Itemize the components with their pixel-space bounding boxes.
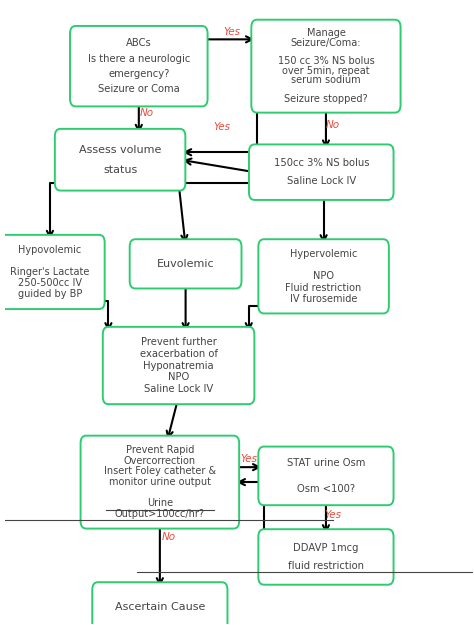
Text: 150cc 3% NS bolus: 150cc 3% NS bolus [273,158,369,168]
Text: Yes: Yes [325,510,341,520]
Text: STAT urine Osm: STAT urine Osm [287,458,365,468]
Text: Assess volume: Assess volume [79,144,161,154]
Text: Fluid restriction: Fluid restriction [285,282,362,292]
Text: 150 cc 3% NS bolus: 150 cc 3% NS bolus [278,56,374,66]
Text: Urine: Urine [147,499,173,509]
Text: Overcorrection: Overcorrection [124,456,196,466]
Text: NPO: NPO [168,372,189,382]
FancyBboxPatch shape [55,129,185,191]
Text: No: No [326,121,340,131]
Text: Insert Foley catheter &: Insert Foley catheter & [104,466,216,476]
FancyBboxPatch shape [251,20,401,112]
Text: Yes: Yes [240,454,257,464]
Text: Manage: Manage [307,28,346,38]
FancyBboxPatch shape [258,239,389,313]
Text: Prevent further: Prevent further [141,337,217,347]
Text: serum sodium: serum sodium [291,75,361,85]
Text: Is there a neurologic: Is there a neurologic [88,54,190,64]
Text: Seizure stopped?: Seizure stopped? [284,94,368,104]
Text: Osm <100?: Osm <100? [297,484,355,494]
Text: Hypovolemic: Hypovolemic [18,244,82,254]
Text: Hypervolemic: Hypervolemic [290,249,357,259]
Text: No: No [140,108,154,118]
Text: monitor urine output: monitor urine output [109,477,211,487]
Text: NPO: NPO [313,271,334,281]
Text: fluid restriction: fluid restriction [288,561,364,571]
FancyBboxPatch shape [103,327,255,404]
Text: over 5min, repeat: over 5min, repeat [282,66,370,76]
Text: Output>100cc/hr?: Output>100cc/hr? [115,509,205,519]
Text: guided by BP: guided by BP [18,289,82,299]
Text: Yes: Yes [213,122,230,132]
Text: Ringer's Lactate: Ringer's Lactate [10,267,90,277]
FancyBboxPatch shape [92,582,228,625]
Text: DDAVP 1mcg: DDAVP 1mcg [293,543,359,553]
Text: emergency?: emergency? [108,69,170,79]
FancyBboxPatch shape [130,239,241,289]
Text: Hyponatremia: Hyponatremia [143,361,214,371]
FancyBboxPatch shape [258,447,393,505]
Text: Ascertain Cause: Ascertain Cause [115,602,205,612]
Text: Seizure/Coma:: Seizure/Coma: [291,38,361,48]
Text: Saline Lock IV: Saline Lock IV [287,176,356,186]
Text: exacerbation of: exacerbation of [139,349,218,359]
Text: Seizure or Coma: Seizure or Coma [98,84,180,94]
Text: ABCs: ABCs [126,38,152,48]
Text: Prevent Rapid: Prevent Rapid [126,445,194,455]
Text: Yes: Yes [223,27,240,37]
Text: IV furosemide: IV furosemide [290,294,357,304]
FancyBboxPatch shape [81,436,239,529]
Text: Euvolemic: Euvolemic [157,259,214,269]
FancyBboxPatch shape [258,529,393,585]
Text: Saline Lock IV: Saline Lock IV [144,384,213,394]
Text: status: status [103,165,137,175]
FancyBboxPatch shape [70,26,208,106]
Text: No: No [161,532,175,542]
Text: 250-500cc IV: 250-500cc IV [18,278,82,288]
FancyBboxPatch shape [0,235,105,309]
FancyBboxPatch shape [249,144,393,200]
